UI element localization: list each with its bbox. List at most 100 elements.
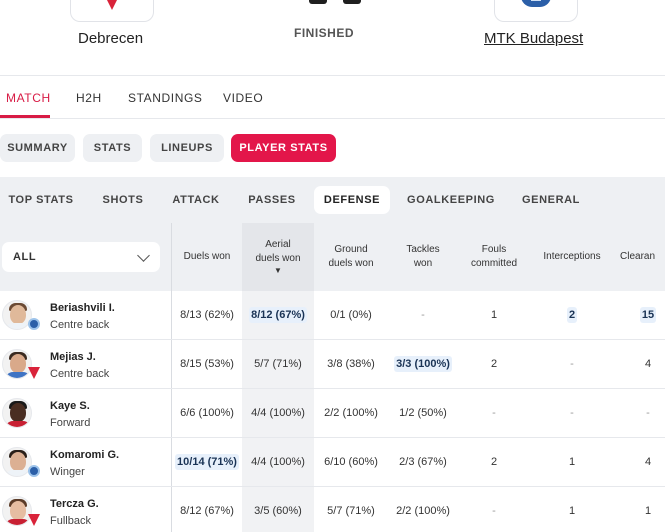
club-badge-icon [28, 465, 40, 477]
cell-interceptions-value: - [570, 358, 574, 370]
best-value-highlight: 10/14 (71%) [175, 454, 239, 470]
table-row[interactable]: Komaromi G. Winger 10/14 (71%) 4/4 (100%… [0, 438, 665, 487]
cat-goalkeeping[interactable]: GOALKEEPING [407, 194, 495, 206]
col-fouls-label-2: committed [470, 258, 518, 269]
table-row[interactable]: Mejias J. Centre back 8/15 (53%) 5/7 (71… [0, 340, 665, 389]
cat-attack[interactable]: ATTACK [172, 194, 220, 206]
debrecen-crest-icon [107, 0, 117, 10]
subtab-summary[interactable]: SUMMARY [0, 134, 75, 162]
table-header: ALL Duels won Aerial duels won ▼ Ground … [0, 223, 665, 291]
cell-interceptions: 1 [568, 456, 576, 468]
player-position: Forward [50, 417, 91, 429]
cell-ground: 0/1 (0%) [330, 309, 372, 321]
cell-duels-won: 6/6 (100%) [180, 407, 234, 419]
col-ground-label-1: Ground [334, 244, 368, 255]
tab-standings[interactable]: STANDINGS [128, 91, 203, 105]
col-duels-won-label: Duels won [183, 251, 231, 262]
player-position: Winger [50, 466, 85, 478]
home-team-name[interactable]: Debrecen [78, 30, 144, 47]
cat-passes[interactable]: PASSES [248, 194, 296, 206]
player-name[interactable]: Kaye S. [50, 400, 90, 412]
best-value-highlight: 3/3 (100%) [394, 356, 452, 372]
player-name[interactable]: Beriashvili I. [50, 302, 115, 314]
cat-top-stats[interactable]: TOP STATS [8, 194, 74, 206]
player-avatar [2, 496, 32, 526]
stat-category-bar: TOP STATS SHOTS ATTACK PASSES DEFENSE GO… [0, 177, 665, 223]
cell-fouls: 2 [490, 456, 498, 468]
player-avatar [2, 398, 32, 428]
cell-duels-won: 10/14 (71%) [172, 438, 242, 486]
cat-general[interactable]: GENERAL [522, 194, 580, 206]
cell-aerial: 5/7 (71%) [242, 340, 314, 388]
cell-ground: 3/8 (38%) [327, 358, 375, 370]
cell-clearances: 1 [644, 505, 652, 517]
table-row[interactable]: Tercza G. Fullback 8/12 (67%) 3/5 (60%) … [0, 487, 665, 532]
tab-match[interactable]: MATCH [6, 91, 51, 105]
club-badge-icon [28, 318, 40, 330]
mtk-crest-icon [521, 0, 551, 7]
col-interceptions[interactable]: Interceptions [530, 223, 614, 291]
tab-video[interactable]: VIDEO [223, 91, 264, 105]
cell-tackles: 1/2 (50%) [399, 407, 447, 419]
cell-aerial: 4/4 (100%) [242, 389, 314, 437]
cell-clearances-value: - [646, 407, 650, 419]
cell-duels-won: 8/12 (67%) [180, 505, 234, 517]
best-value-highlight: 8/12 (67%) [249, 307, 307, 323]
cell-clearances: - [614, 389, 665, 437]
cell-fouls: 2 [490, 358, 498, 370]
cell-ground: 2/2 (100%) [324, 407, 378, 419]
col-tackles-won[interactable]: Tackles won [388, 223, 458, 291]
subtab-stats[interactable]: STATS [83, 134, 142, 162]
col-aerial-duels-won[interactable]: Aerial duels won ▼ [242, 223, 314, 291]
match-status: FINISHED [294, 26, 355, 40]
table-row[interactable]: Beriashvili I. Centre back 8/13 (62%) 8/… [0, 291, 665, 340]
player-position: Centre back [50, 319, 110, 331]
subtab-lineups[interactable]: LINEUPS [150, 134, 224, 162]
cell-interceptions: - [530, 389, 614, 437]
frozen-column-divider [171, 223, 172, 532]
cell-fouls-value: - [492, 407, 496, 419]
player-avatar [2, 447, 32, 477]
col-aerial-label-1: Aerial [265, 239, 291, 250]
subtab-player-stats[interactable]: PLAYER STATS [231, 134, 336, 162]
cat-shots[interactable]: SHOTS [102, 194, 144, 206]
cell-interceptions: 1 [568, 505, 576, 517]
match-header: Debrecen FINISHED MTK Budapest [0, 0, 665, 76]
home-team-logo[interactable] [70, 0, 154, 22]
cell-tackles: - [388, 291, 458, 339]
cell-clearances: 4 [644, 358, 652, 370]
cell-interceptions: 2 [530, 291, 614, 339]
away-team-logo[interactable] [494, 0, 578, 22]
cell-aerial: 3/5 (60%) [242, 487, 314, 532]
player-filter-select[interactable]: ALL [2, 242, 160, 272]
cell-ground: 6/10 (60%) [324, 456, 378, 468]
player-name[interactable]: Tercza G. [50, 498, 99, 510]
player-name[interactable]: Komaromi G. [50, 449, 120, 461]
filter-value: ALL [13, 251, 37, 263]
best-value-highlight: 2 [566, 307, 578, 323]
cat-defense[interactable]: DEFENSE [314, 186, 390, 214]
player-avatar [2, 300, 32, 330]
cell-aerial: 8/12 (67%) [242, 291, 314, 339]
player-avatar [2, 349, 32, 379]
cell-interceptions-value: - [570, 407, 574, 419]
player-name[interactable]: Mejias J. [50, 351, 96, 363]
col-clearances[interactable]: Clearan [614, 223, 665, 291]
cell-clearances: 15 [614, 291, 665, 339]
player-position: Centre back [50, 368, 110, 380]
best-value-highlight: 15 [639, 307, 657, 323]
tab-h2h[interactable]: H2H [76, 91, 102, 105]
away-team-name[interactable]: MTK Budapest [484, 30, 584, 47]
active-tab-indicator [0, 115, 50, 118]
cell-fouls: - [458, 487, 530, 532]
col-fouls-committed[interactable]: Fouls committed [458, 223, 530, 291]
col-ground-duels-won[interactable]: Ground duels won [314, 223, 388, 291]
cell-tackles: 3/3 (100%) [388, 340, 458, 388]
cell-fouls: 1 [490, 309, 498, 321]
score-digit-home [309, 0, 327, 4]
table-row[interactable]: Kaye S. Forward 6/6 (100%) 4/4 (100%) 2/… [0, 389, 665, 438]
cell-fouls: - [458, 389, 530, 437]
chevron-down-icon [137, 249, 150, 262]
col-duels-won[interactable]: Duels won [172, 223, 242, 291]
cell-duels-won: 8/15 (53%) [180, 358, 234, 370]
